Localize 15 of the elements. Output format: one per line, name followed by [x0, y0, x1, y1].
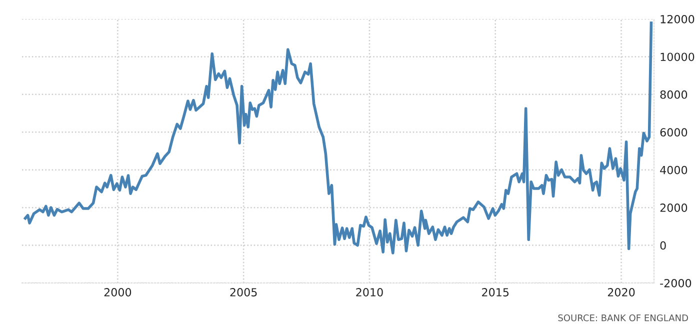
y-tick-label: 2000 [660, 204, 688, 212]
x-tick-label: 2015 [482, 288, 509, 296]
y-tick-label: 4000 [660, 166, 688, 174]
y-tick-label: 0 [660, 241, 666, 250]
y-tick-label: 10000 [660, 52, 694, 62]
y-tick-label: 8000 [660, 90, 688, 99]
y-tick-label: -2000 [660, 278, 692, 288]
x-tick-label: 2020 [608, 288, 635, 296]
line-series [24, 22, 653, 254]
y-tick-label: 12000 [660, 14, 694, 24]
x-tick-label: 2010 [356, 288, 383, 296]
source-note: SOURCE: BANK OF ENGLAND [558, 314, 688, 322]
y-tick-label: 6000 [660, 128, 688, 137]
x-tick-label: 2005 [230, 288, 257, 296]
x-tick-label: 2000 [104, 288, 132, 296]
